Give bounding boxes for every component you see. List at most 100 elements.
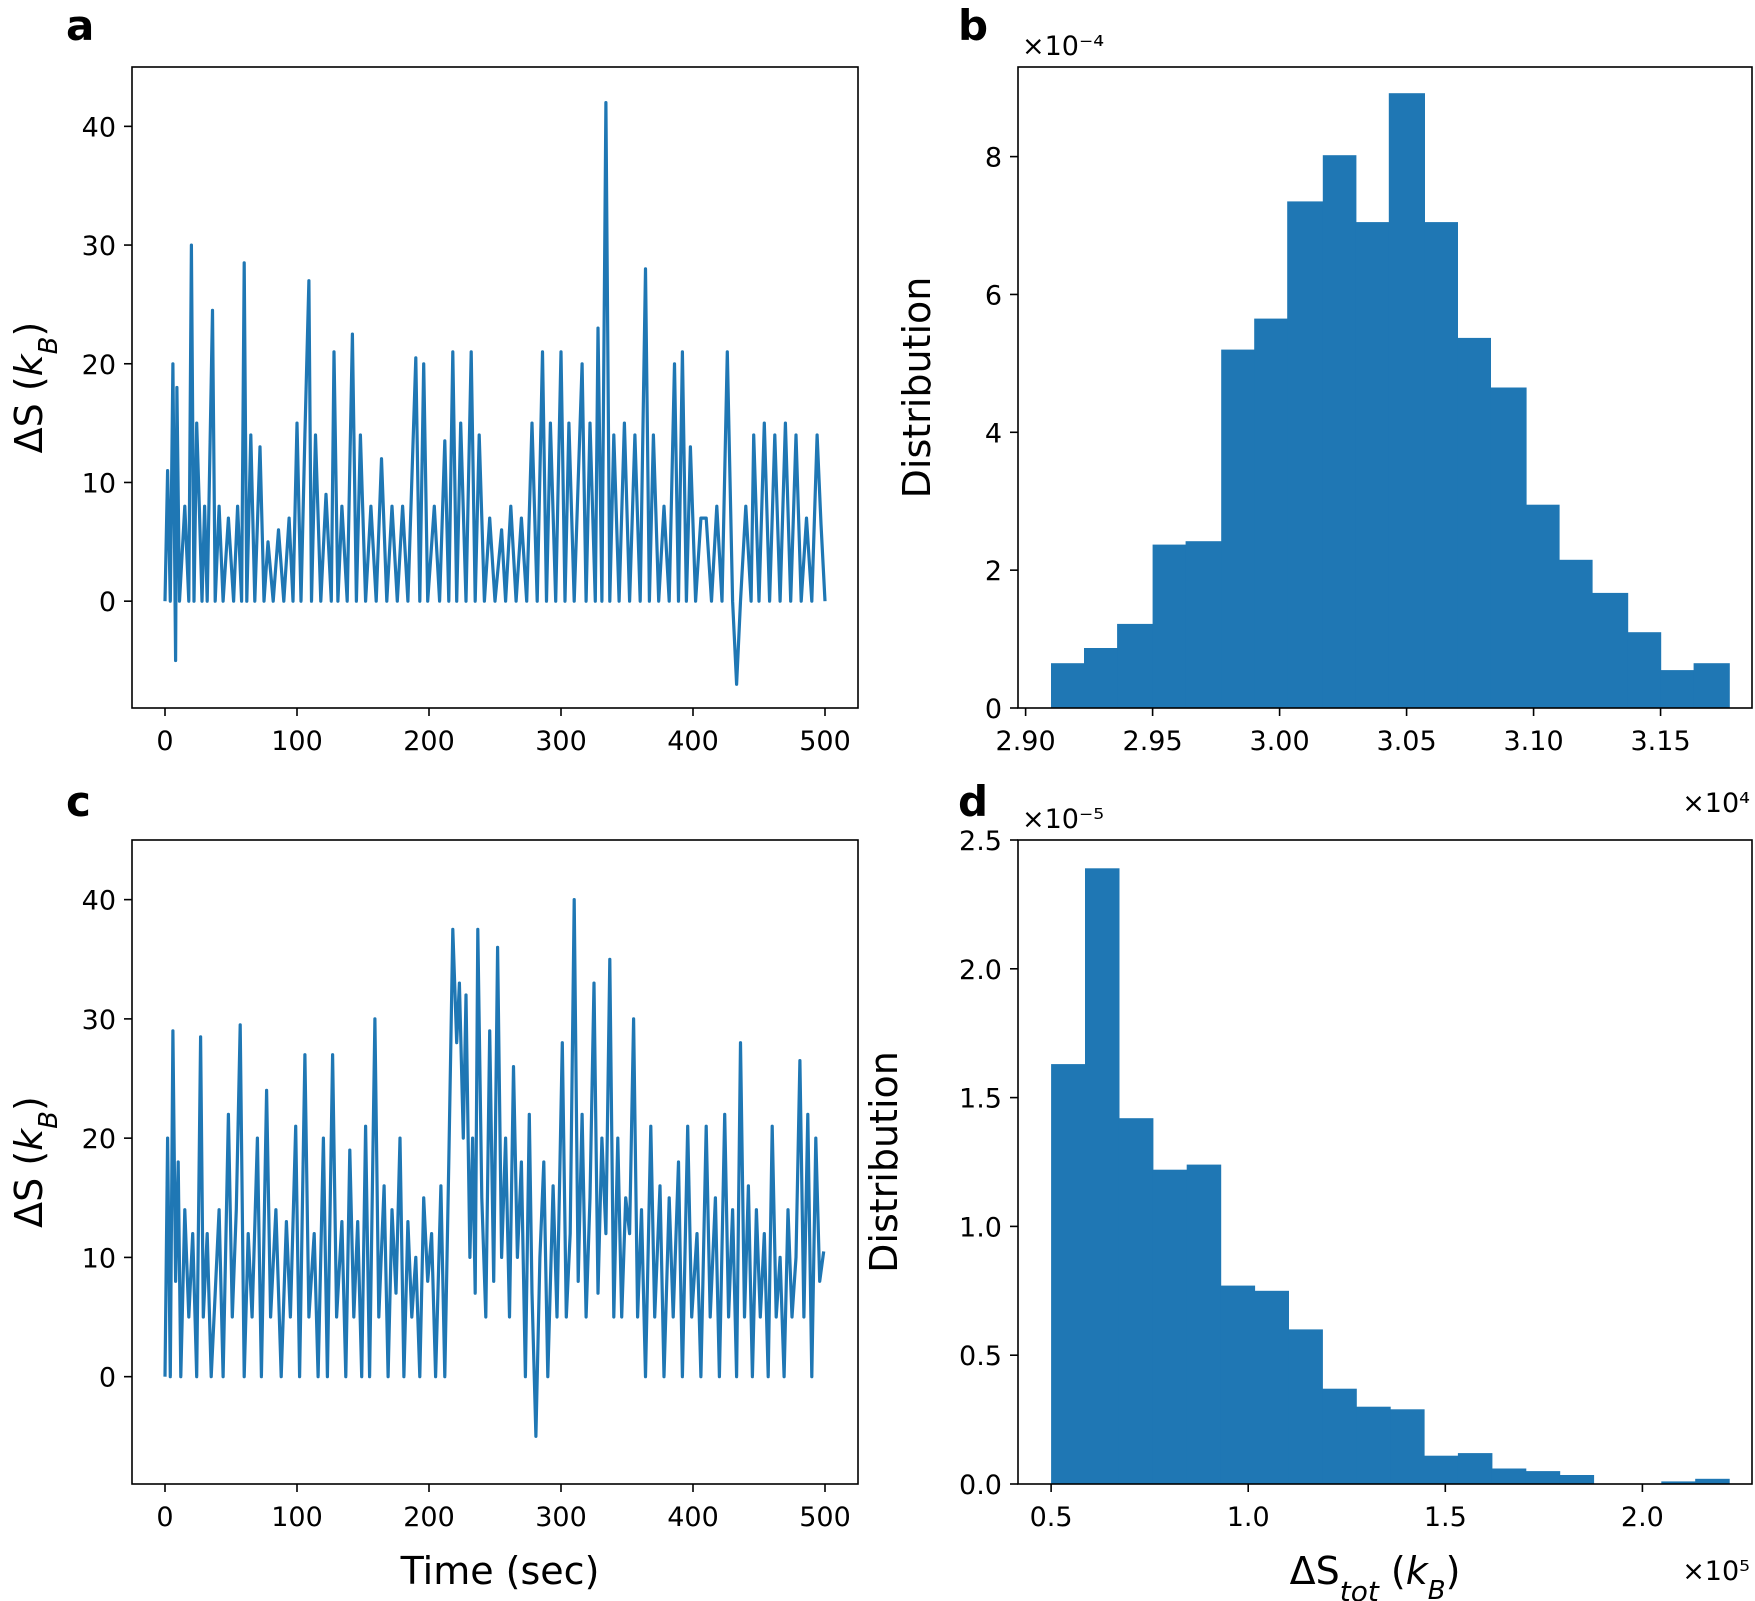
panel-label-d: d bbox=[958, 777, 988, 826]
histogram-bar bbox=[1084, 648, 1118, 708]
histogram-bar bbox=[1220, 1285, 1256, 1484]
x-tick-label: 3.00 bbox=[1250, 726, 1310, 757]
histogram-bar bbox=[1085, 868, 1120, 1484]
y-tick-label: 30 bbox=[82, 1005, 116, 1036]
histogram-bar bbox=[1185, 541, 1222, 708]
x-axis-multiplier: ×10⁴ bbox=[1682, 788, 1750, 819]
histogram-bar bbox=[1117, 623, 1154, 708]
histogram-bar bbox=[1051, 663, 1085, 708]
y-tick-label: 0.0 bbox=[959, 1470, 1002, 1501]
chart-d-histogram: 0.5 1.0 1.5 2.0 0.0 0.5 1.0 1.5 2.0 2.5 Distributi… bbox=[862, 804, 1753, 1601]
y-tick-label: 2 bbox=[985, 556, 1002, 587]
y-tick-label: 0.5 bbox=[959, 1341, 1002, 1372]
histogram-bar bbox=[1118, 1118, 1154, 1484]
chart-b-histogram: 2.90 2.95 3.00 3.05 3.10 3.15 0 2 4 6 8 Distributio… bbox=[895, 31, 1753, 819]
y-tick-label: 40 bbox=[82, 112, 116, 143]
y-tick-label: 2.5 bbox=[959, 826, 1002, 857]
y-tick-label: 20 bbox=[82, 1124, 116, 1155]
x-tick-label: 500 bbox=[799, 1502, 851, 1533]
histogram-bar bbox=[1695, 1478, 1730, 1484]
x-tick-label: 100 bbox=[271, 726, 323, 757]
series-line bbox=[163, 100, 827, 686]
histogram-bar bbox=[1693, 663, 1730, 708]
histogram-bar bbox=[1254, 1290, 1289, 1484]
x-tick-label: 100 bbox=[271, 1502, 323, 1533]
y-tick-label: 4 bbox=[985, 418, 1002, 449]
plot-frame bbox=[131, 839, 859, 1485]
x-tick-label: 500 bbox=[799, 726, 851, 757]
x-tick-label: 2.0 bbox=[1621, 1502, 1664, 1533]
histogram-bar bbox=[1424, 222, 1458, 708]
y-tick-label: 10 bbox=[82, 1243, 116, 1274]
y-tick-label: 8 bbox=[985, 143, 1002, 174]
x-tick-label: 400 bbox=[667, 726, 719, 757]
histogram-bar bbox=[1356, 1406, 1391, 1484]
histogram-bar bbox=[1457, 1453, 1493, 1484]
y-tick-label: 40 bbox=[82, 886, 116, 917]
histogram-bar bbox=[1559, 559, 1593, 708]
panel-label-b: b bbox=[958, 1, 988, 50]
y-axis-label: ΔS (kB) bbox=[7, 322, 64, 454]
x-tick-label: 300 bbox=[535, 726, 587, 757]
x-tick-label: 1.5 bbox=[1424, 1502, 1467, 1533]
y-tick-label: 0 bbox=[985, 694, 1002, 725]
histogram-bar bbox=[1490, 387, 1527, 708]
x-axis-multiplier: ×10⁵ bbox=[1682, 1556, 1750, 1587]
histogram-bar bbox=[1592, 592, 1629, 708]
y-axis-multiplier: ×10⁻⁵ bbox=[1022, 804, 1104, 835]
y-tick-label: 1.5 bbox=[959, 1084, 1002, 1115]
histogram-bar bbox=[1322, 1388, 1357, 1484]
histogram-bar bbox=[1525, 1471, 1561, 1484]
x-tick-label: 0.5 bbox=[1030, 1502, 1073, 1533]
series-line bbox=[163, 897, 826, 1438]
y-axis-label: Distribution bbox=[895, 277, 939, 499]
x-tick-label: 200 bbox=[403, 1502, 455, 1533]
x-tick-label: 3.05 bbox=[1377, 726, 1437, 757]
plot-frame bbox=[1017, 839, 1753, 1485]
panel-label-c: c bbox=[66, 777, 91, 826]
y-tick-label: 10 bbox=[82, 468, 116, 499]
histogram-bar bbox=[1526, 504, 1560, 708]
histogram-bar bbox=[1627, 632, 1662, 708]
y-axis-label: Distribution bbox=[862, 1051, 906, 1273]
histogram-bar bbox=[1660, 670, 1695, 708]
histogram-bar bbox=[1390, 1409, 1425, 1484]
y-tick-label: 0 bbox=[99, 1363, 116, 1394]
plot-frame bbox=[131, 66, 859, 709]
histogram-bar bbox=[1152, 544, 1187, 708]
chart-c-timeseries: 0 100 200 300 400 500 0 10 20 30 40 ΔS (kB) Time (se… bbox=[7, 839, 859, 1593]
y-tick-label: 20 bbox=[82, 350, 116, 381]
histogram-bar bbox=[1457, 337, 1491, 708]
histogram-bar bbox=[1661, 1481, 1696, 1484]
y-tick-label: 2.0 bbox=[959, 955, 1002, 986]
y-tick-label: 6 bbox=[985, 280, 1002, 311]
histogram-bar bbox=[1221, 349, 1255, 708]
x-tick-label: 2.95 bbox=[1123, 726, 1183, 757]
x-tick-label: 200 bbox=[403, 726, 455, 757]
y-axis-multiplier: ×10⁻⁴ bbox=[1022, 31, 1104, 62]
x-tick-label: 0 bbox=[156, 726, 173, 757]
histogram-bar bbox=[1051, 1064, 1086, 1484]
histogram-bar bbox=[1491, 1468, 1527, 1484]
chart-a-timeseries: 0 100 200 300 400 500 0 10 20 30 40 ΔS (kB) bbox=[7, 66, 859, 757]
y-tick-label: 30 bbox=[82, 231, 116, 262]
histogram-bar bbox=[1322, 155, 1357, 708]
histogram-bar bbox=[1288, 1329, 1323, 1484]
panel-label-a: a bbox=[66, 1, 94, 50]
y-tick-label: 0 bbox=[99, 587, 116, 618]
histogram-bar bbox=[1287, 201, 1324, 708]
x-tick-label: 400 bbox=[667, 1502, 719, 1533]
y-tick-label: 1.0 bbox=[959, 1212, 1002, 1243]
x-axis-label: ΔStot (kB) bbox=[1290, 1549, 1461, 1601]
x-tick-label: 3.10 bbox=[1504, 726, 1564, 757]
histogram-bar bbox=[1388, 93, 1425, 708]
plot-frame bbox=[1017, 66, 1753, 709]
x-axis-label: Time (sec) bbox=[400, 1549, 600, 1593]
x-tick-label: 1.0 bbox=[1227, 1502, 1270, 1533]
x-tick-label: 300 bbox=[535, 1502, 587, 1533]
histogram-bar bbox=[1152, 1169, 1188, 1484]
histogram-bar bbox=[1424, 1455, 1459, 1484]
histogram-bar bbox=[1254, 318, 1288, 708]
x-tick-label: 2.90 bbox=[996, 726, 1056, 757]
